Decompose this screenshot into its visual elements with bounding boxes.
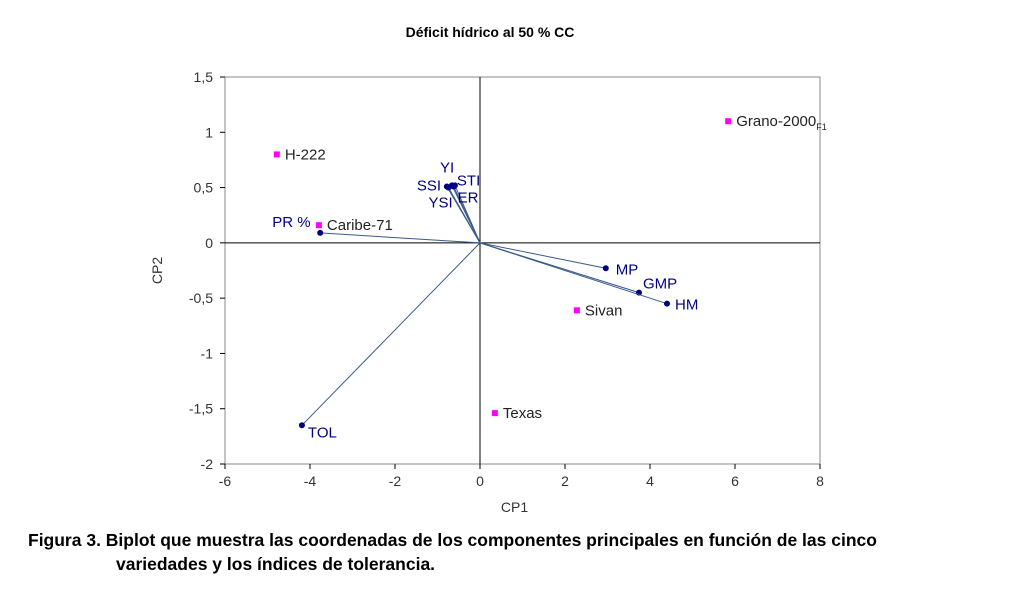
y-tick-label: 1 [205,124,213,140]
figure-caption: Figura 3. Biplot que muestra las coorden… [28,528,877,576]
variety-point [573,307,580,314]
y-tick-label: -2 [201,456,214,472]
variety-label-subscript: F1 [816,122,827,132]
chart-title: Déficit hídrico al 50 % CC [405,24,575,40]
y-tick-label: -1 [201,345,214,361]
y-axis-label: CP2 [149,257,165,284]
index-label: STI [457,172,480,189]
variety-point [491,410,498,417]
loading-vector [453,186,481,244]
variety-label: Sivan [585,302,623,319]
variety-label: Caribe-71 [327,217,393,234]
index-label: ER [458,189,479,206]
index-point [664,300,670,307]
x-tick-label: 2 [561,473,569,489]
loading-vector [479,242,606,269]
variety-label: Texas [503,405,542,422]
x-tick-label: 6 [731,473,739,489]
caption-line-2: variedades y los índices de tolerancia. [116,554,436,574]
caption-line-1: Figura 3. Biplot que muestra las coorden… [28,530,877,550]
variety-point [315,222,322,229]
index-label: YI [440,159,454,176]
x-tick-label: 4 [646,473,654,489]
index-label: MP [616,261,639,278]
x-tick-label: -2 [389,473,402,489]
plot-frame [224,76,821,465]
x-tick-label: 8 [816,473,824,489]
y-tick-label: -0,5 [189,290,213,306]
variety-point [725,118,732,125]
x-tick-label: -6 [219,473,232,489]
y-tick-label: 0 [205,235,213,251]
variety-label: Grano-2000F1 [736,113,827,132]
loading-vector [448,187,481,244]
index-point [317,229,324,236]
index-point [450,183,457,190]
variety-point [273,151,280,158]
y-tick-label: -1,5 [189,401,213,417]
index-point [445,184,452,191]
x-axis-label: CP1 [501,499,528,515]
index-label: YSI [429,195,453,212]
y-tick-label: 0,5 [194,180,214,196]
variety-label: H-222 [285,146,326,163]
loading-vector [479,242,668,305]
y-tick-label: 1,5 [194,69,214,85]
loading-vector [301,242,481,426]
x-tick-label: 0 [476,473,484,489]
index-label: SSI [417,177,441,194]
index-label: GMP [643,276,677,293]
index-label: HM [675,297,698,314]
index-label: TOL [308,424,337,441]
x-tick-label: -4 [304,473,317,489]
index-label: PR % [272,214,310,231]
index-point [298,422,305,429]
index-point [602,265,609,272]
loading-vector [320,232,481,244]
